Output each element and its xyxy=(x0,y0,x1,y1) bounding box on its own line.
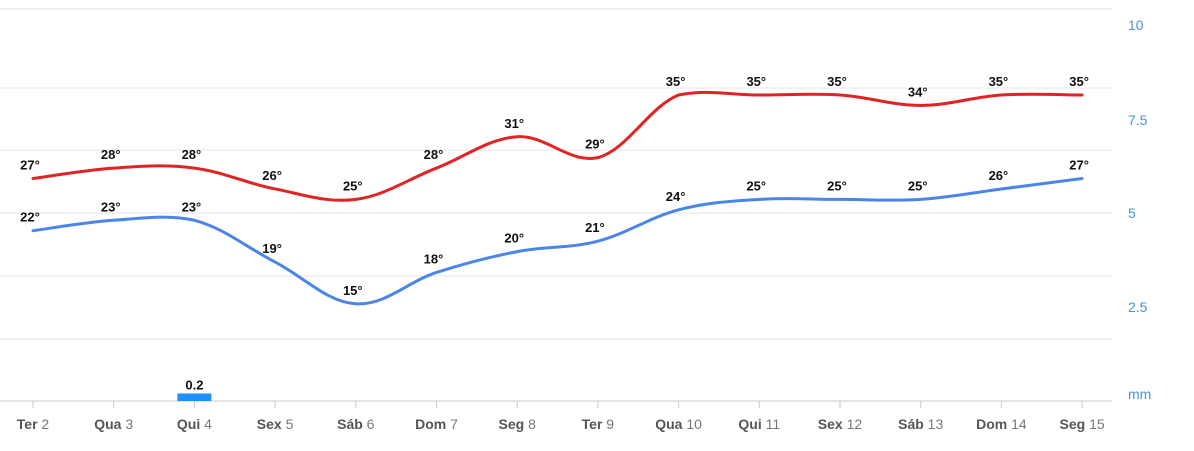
min-temp-label: 23° xyxy=(101,199,121,214)
x-tick-label: Qua 3 xyxy=(94,416,133,432)
min-temp-label: 20° xyxy=(504,231,524,246)
grid-lines xyxy=(0,8,1112,402)
x-tick-label: Seg 15 xyxy=(1060,416,1105,432)
max-temp-label: 28° xyxy=(182,147,202,162)
y-tick-label: 10 xyxy=(1128,17,1144,33)
x-tick-label: Dom 14 xyxy=(976,416,1027,432)
min-temp-label: 23° xyxy=(182,199,202,214)
max-temp-label: 25° xyxy=(343,178,363,193)
x-tick-label: Dom 7 xyxy=(415,416,458,432)
x-tick-label: Ter 9 xyxy=(582,416,615,432)
precipitation-bars: 0.2 xyxy=(177,377,212,401)
min-temp-label: 25° xyxy=(908,178,928,193)
x-tick-label: Sáb 6 xyxy=(337,416,375,432)
y-axis-unit: mm xyxy=(1128,386,1151,402)
max-temp-label: 29° xyxy=(585,137,605,152)
min-temp-label: 25° xyxy=(827,178,847,193)
min-temp-label: 21° xyxy=(585,220,605,235)
temperature-labels: 27° 28° 28° 26° 25° 28° 31° 29° 35° 35° 35° 34° 35° 3… xyxy=(20,74,1089,298)
min-temp-line xyxy=(31,177,1084,306)
max-temp-label: 27° xyxy=(20,158,40,173)
max-temp-line xyxy=(31,90,1084,202)
max-temp-label: 26° xyxy=(262,168,282,183)
temperature-lines xyxy=(31,90,1084,306)
min-temp-label: 24° xyxy=(666,189,686,204)
y-axis: 10 7.5 5 2.5 mm xyxy=(1128,17,1151,402)
max-temp-label: 35° xyxy=(827,74,847,89)
x-tick-label: Qui 11 xyxy=(738,416,780,432)
precip-bar xyxy=(177,393,212,401)
x-tick-label: Sáb 13 xyxy=(898,416,943,432)
y-tick-label: 2.5 xyxy=(1128,299,1148,315)
max-temp-label: 35° xyxy=(666,74,686,89)
x-tick-label: Sex 12 xyxy=(818,416,863,432)
max-temp-label: 28° xyxy=(424,147,444,162)
min-temp-label: 27° xyxy=(1069,158,1089,173)
y-tick-label: 7.5 xyxy=(1128,112,1148,128)
min-temp-label: 26° xyxy=(989,168,1009,183)
min-temp-label: 18° xyxy=(424,251,444,266)
x-tick-label: Qua 10 xyxy=(655,416,702,432)
max-temp-label: 35° xyxy=(746,74,766,89)
max-temp-label: 28° xyxy=(101,147,121,162)
min-temp-label: 25° xyxy=(746,178,766,193)
max-temp-label: 31° xyxy=(504,116,524,131)
max-temp-label: 35° xyxy=(989,74,1009,89)
precip-label: 0.2 xyxy=(185,377,203,392)
max-temp-label: 34° xyxy=(908,84,928,99)
x-tick-label: Ter 2 xyxy=(17,416,50,432)
x-axis: Ter 2 Qua 3 Qui 4 Sex 5 Sáb 6 Dom 7 Seg 8 Ter 9… xyxy=(17,401,1105,432)
max-temp-label: 35° xyxy=(1069,74,1089,89)
y-tick-label: 5 xyxy=(1128,205,1136,221)
min-temp-label: 22° xyxy=(20,210,40,225)
x-tick-label: Sex 5 xyxy=(257,416,294,432)
min-temp-label: 15° xyxy=(343,283,363,298)
x-tick-label: Seg 8 xyxy=(499,416,537,432)
x-tick-label: Qui 4 xyxy=(177,416,212,432)
min-temp-label: 19° xyxy=(262,241,282,256)
